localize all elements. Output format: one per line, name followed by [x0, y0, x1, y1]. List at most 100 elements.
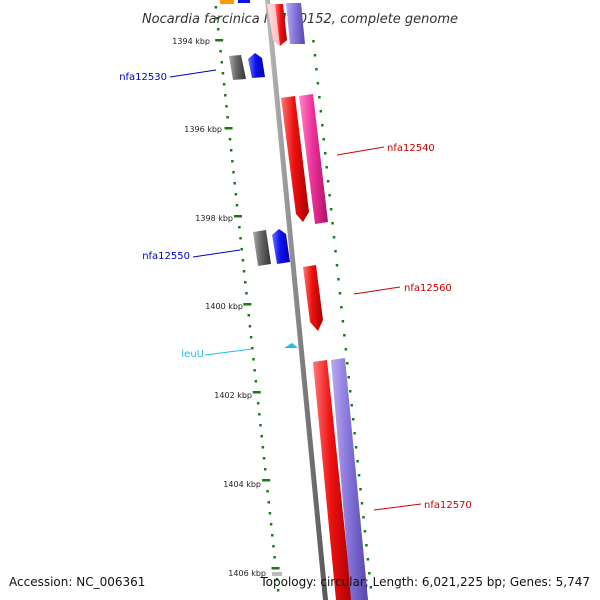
ruler-minor-tick: [235, 204, 239, 207]
ruler-minor-tick: [240, 248, 243, 251]
cds-red-nfa12560[interactable]: [303, 265, 323, 331]
ruler-minor-tick: [249, 336, 253, 339]
ruler-minor-tick: [251, 347, 254, 350]
cluster-nfa12550: [253, 229, 290, 266]
ruler-major-tick: [271, 567, 280, 570]
inner-track-dot: [357, 474, 361, 477]
ruler-major-tick: [233, 215, 242, 218]
ruler-minor-tick: [256, 402, 260, 405]
ruler-label-1400: 1400 kbp: [205, 302, 243, 311]
cds-purple-partial[interactable]: [286, 3, 305, 44]
gene-label-nfa12530[interactable]: nfa12530: [119, 72, 167, 83]
ruler-major-tick: [262, 479, 271, 482]
ruler-label-1396: 1396 kbp: [184, 125, 222, 134]
feature-bottom-partial[interactable]: [272, 572, 282, 576]
gene-label-nfa12570[interactable]: nfa12570: [424, 500, 472, 511]
ruler-minor-tick: [266, 490, 269, 493]
inner-track-dot: [347, 376, 351, 379]
trna-leuU[interactable]: [284, 343, 298, 348]
inner-track-dot: [331, 222, 334, 225]
ruler-minor-tick: [242, 270, 246, 273]
inner-track-dot: [353, 432, 356, 435]
ruler-minor-tick: [248, 325, 252, 328]
cds-red-partial[interactable]: [275, 4, 287, 46]
partial-features-top: [220, 0, 305, 46]
inner-track-dot: [325, 166, 328, 169]
ruler-minor-tick: [261, 446, 265, 449]
ruler-minor-tick: [221, 72, 225, 75]
inner-track-dot: [356, 460, 359, 463]
ruler-major-tick: [243, 303, 252, 306]
leader-nfa12550: [192, 249, 241, 258]
ruler-minor-tick: [238, 226, 241, 229]
gene-label-leuU[interactable]: leuU: [181, 349, 204, 360]
ruler-minor-tick: [216, 28, 220, 31]
ruler-minor-tick: [268, 512, 272, 515]
cds-gray-nfa12530[interactable]: [229, 55, 246, 80]
cluster-nfa12530: [229, 53, 265, 80]
leader-nfa12570: [373, 503, 422, 511]
inner-track-dot: [322, 138, 326, 141]
ruler-minor-tick: [262, 457, 266, 460]
ruler-minor-tick: [239, 237, 242, 240]
ruler-minor-tick: [232, 171, 235, 174]
ruler-minor-tick: [260, 435, 263, 438]
ruler-minor-tick: [222, 83, 226, 86]
cds-orange-partial[interactable]: [220, 0, 234, 4]
ruler-minor-tick: [252, 358, 255, 361]
ruler-minor-tick: [276, 589, 280, 592]
ruler-minor-tick: [253, 369, 256, 372]
leader-leuU: [204, 348, 253, 356]
inner-track-dot: [315, 68, 318, 71]
ruler-labels: 1394 kbp 1396 kbp 1398 kbp 1400 kbp 1402…: [172, 37, 266, 578]
ruler-minor-tick: [214, 6, 218, 9]
cds-blue-nfa12550[interactable]: [272, 229, 290, 264]
ruler-major-tick: [215, 39, 224, 42]
cds-blue-partial[interactable]: [238, 0, 250, 3]
inner-track-dot: [323, 152, 327, 155]
leader-nfa12540: [336, 146, 385, 156]
inner-track-dot: [360, 502, 364, 505]
cds-red-nfa12570[interactable]: [313, 360, 352, 600]
inner-track-dot: [344, 348, 348, 351]
inner-track-dot: [365, 544, 368, 547]
gene-label-nfa12550[interactable]: nfa12550: [142, 251, 190, 262]
inner-track-dot: [368, 572, 371, 575]
inner-track-dot: [366, 558, 370, 561]
gene-label-nfa12540[interactable]: nfa12540: [387, 143, 435, 154]
cds-red-nfa12540[interactable]: [281, 96, 309, 222]
inner-track-dot: [338, 292, 342, 295]
inner-track-dot: [316, 82, 320, 85]
inner-track-dot: [321, 124, 324, 127]
inner-track-dot: [334, 250, 337, 253]
ruler-minor-tick: [244, 281, 247, 284]
inner-track-dot: [313, 54, 317, 57]
ruler-minor-tick: [224, 94, 227, 97]
ruler-label-1402: 1402 kbp: [214, 391, 252, 400]
inner-track-dot: [326, 180, 330, 183]
ruler-minor-tick: [275, 578, 279, 581]
cluster-nfa12540: [281, 94, 328, 224]
ruler-minor-tick: [267, 501, 270, 504]
ruler-label-1404: 1404 kbp: [223, 480, 261, 489]
genome-summary-text: Topology: circular; Length: 6,021,225 bp…: [259, 575, 590, 589]
ruler-minor-tick: [234, 193, 238, 196]
ruler-minor-tick: [245, 292, 248, 295]
cluster-nfa12570: [313, 358, 368, 600]
ruler-label-1398: 1398 kbp: [195, 214, 233, 223]
ruler-major-tick: [224, 127, 233, 130]
cds-magenta-nfa12540[interactable]: [299, 94, 328, 224]
ruler-minor-tick: [220, 61, 224, 64]
accession-text: Accession: NC_006361: [9, 575, 145, 589]
ruler-minor-tick: [271, 534, 274, 537]
cds-gray-nfa12550[interactable]: [253, 230, 271, 266]
ruler-minor-tick: [269, 523, 273, 526]
ruler-minor-tick: [247, 314, 251, 317]
label-leaders: [169, 69, 422, 511]
cds-blue-nfa12530[interactable]: [248, 53, 265, 78]
ruler-minor-tick: [226, 116, 229, 119]
cds-purple-nfa12570[interactable]: [331, 358, 368, 600]
gene-label-nfa12560[interactable]: nfa12560: [404, 283, 452, 294]
inner-track-dot: [359, 488, 362, 491]
inner-track-dot: [369, 586, 373, 589]
